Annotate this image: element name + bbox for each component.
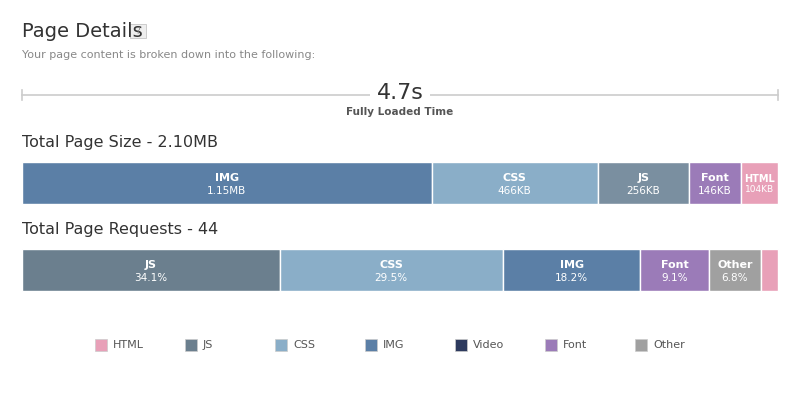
Text: 1.15MB: 1.15MB — [207, 186, 246, 196]
Bar — [635, 339, 647, 351]
Text: IMG: IMG — [214, 173, 239, 183]
Text: Fully Loaded Time: Fully Loaded Time — [346, 107, 454, 117]
Text: 4.7s: 4.7s — [377, 83, 423, 103]
Text: Video: Video — [473, 340, 504, 350]
Bar — [432, 162, 598, 204]
Bar — [710, 249, 761, 291]
Text: Font: Font — [701, 173, 729, 183]
Text: Total Page Requests - 44: Total Page Requests - 44 — [22, 222, 218, 237]
Bar — [689, 162, 741, 204]
Bar — [641, 249, 710, 291]
Bar — [741, 162, 778, 204]
Text: 9.1%: 9.1% — [662, 273, 688, 283]
Text: Font: Font — [661, 260, 689, 270]
Bar — [275, 339, 287, 351]
Bar — [95, 339, 107, 351]
Text: IMG: IMG — [559, 260, 584, 270]
Bar — [22, 249, 280, 291]
Text: 29.5%: 29.5% — [374, 273, 408, 283]
Bar — [455, 339, 467, 351]
Text: JS: JS — [145, 260, 157, 270]
Text: 18.2%: 18.2% — [555, 273, 588, 283]
Text: Font: Font — [563, 340, 587, 350]
Bar — [130, 24, 146, 38]
Text: 6.8%: 6.8% — [722, 273, 748, 283]
Text: ?: ? — [136, 27, 140, 36]
Bar — [761, 249, 778, 291]
Text: Your page content is broken down into the following:: Your page content is broken down into th… — [22, 50, 315, 60]
Text: CSS: CSS — [293, 340, 315, 350]
Text: JS: JS — [203, 340, 214, 350]
Text: HTML: HTML — [113, 340, 144, 350]
Text: Other: Other — [717, 260, 753, 270]
Text: JS: JS — [638, 173, 650, 183]
Bar — [503, 249, 641, 291]
Text: Page Details: Page Details — [22, 22, 142, 41]
Text: IMG: IMG — [383, 340, 405, 350]
Text: 466KB: 466KB — [498, 186, 531, 196]
Bar — [545, 339, 557, 351]
Bar — [598, 162, 689, 204]
Text: Other: Other — [653, 340, 685, 350]
Text: 256KB: 256KB — [626, 186, 660, 196]
Bar — [185, 339, 197, 351]
Text: 104KB: 104KB — [745, 185, 774, 194]
Text: 146KB: 146KB — [698, 186, 732, 196]
Text: 34.1%: 34.1% — [134, 273, 167, 283]
Bar — [280, 249, 503, 291]
Text: Total Page Size - 2.10MB: Total Page Size - 2.10MB — [22, 135, 218, 150]
Text: HTML: HTML — [744, 174, 775, 184]
Text: CSS: CSS — [502, 173, 526, 183]
Text: CSS: CSS — [379, 260, 403, 270]
Bar — [365, 339, 377, 351]
Bar — [22, 162, 432, 204]
